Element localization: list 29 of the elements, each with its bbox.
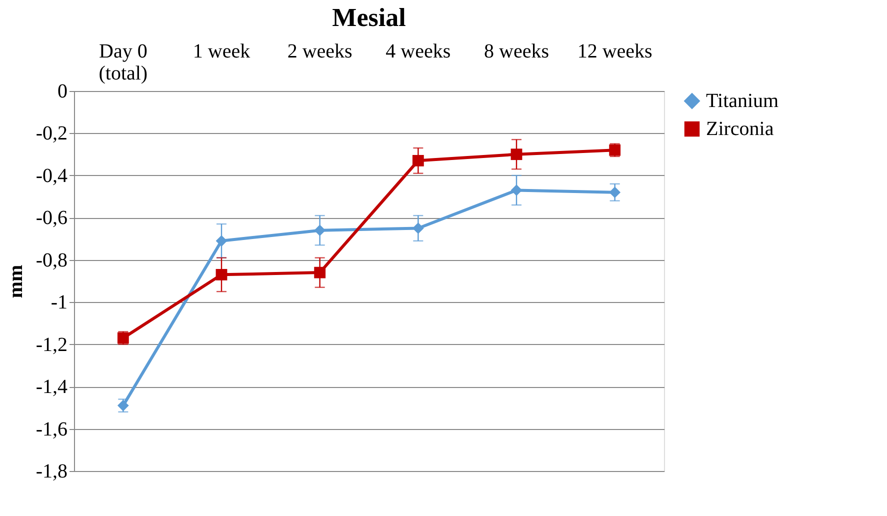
point bbox=[314, 224, 326, 236]
x-tick-label: 12 weeks bbox=[577, 40, 653, 62]
y-tick-label: -0,6 bbox=[36, 207, 68, 230]
x-tick-label: 8 weeks bbox=[484, 40, 550, 62]
y-tick-label: -0,4 bbox=[36, 164, 68, 187]
x-tick-label: 2 weeks bbox=[287, 40, 353, 62]
legend-label: Zirconia bbox=[706, 118, 774, 140]
x-tick-label: 1 week bbox=[192, 40, 250, 62]
legend-label: Titanium bbox=[706, 90, 780, 112]
point bbox=[216, 235, 228, 247]
y-tick-label: -1,4 bbox=[36, 376, 68, 398]
x-tick-label: 4 weeks bbox=[386, 40, 451, 62]
point bbox=[510, 148, 522, 160]
point bbox=[609, 186, 621, 198]
chart-title: Mesial bbox=[332, 3, 406, 32]
y-tick-label: 0 bbox=[58, 80, 68, 102]
point bbox=[510, 184, 522, 196]
y-tick-label: -1,6 bbox=[36, 418, 68, 440]
point bbox=[216, 268, 228, 280]
point bbox=[412, 222, 424, 234]
y-tick-label: -1 bbox=[50, 292, 68, 314]
y-tick-label: -1,2 bbox=[36, 334, 68, 356]
point bbox=[412, 154, 424, 166]
y-axis-title: mm bbox=[4, 264, 27, 298]
x-tick-label: Day 0 (total) bbox=[98, 40, 148, 84]
y-tick-label: -0,8 bbox=[36, 249, 68, 272]
y-tick-label: -0,2 bbox=[36, 122, 68, 145]
point bbox=[314, 266, 326, 278]
y-tick-label: -1,8 bbox=[36, 460, 68, 482]
